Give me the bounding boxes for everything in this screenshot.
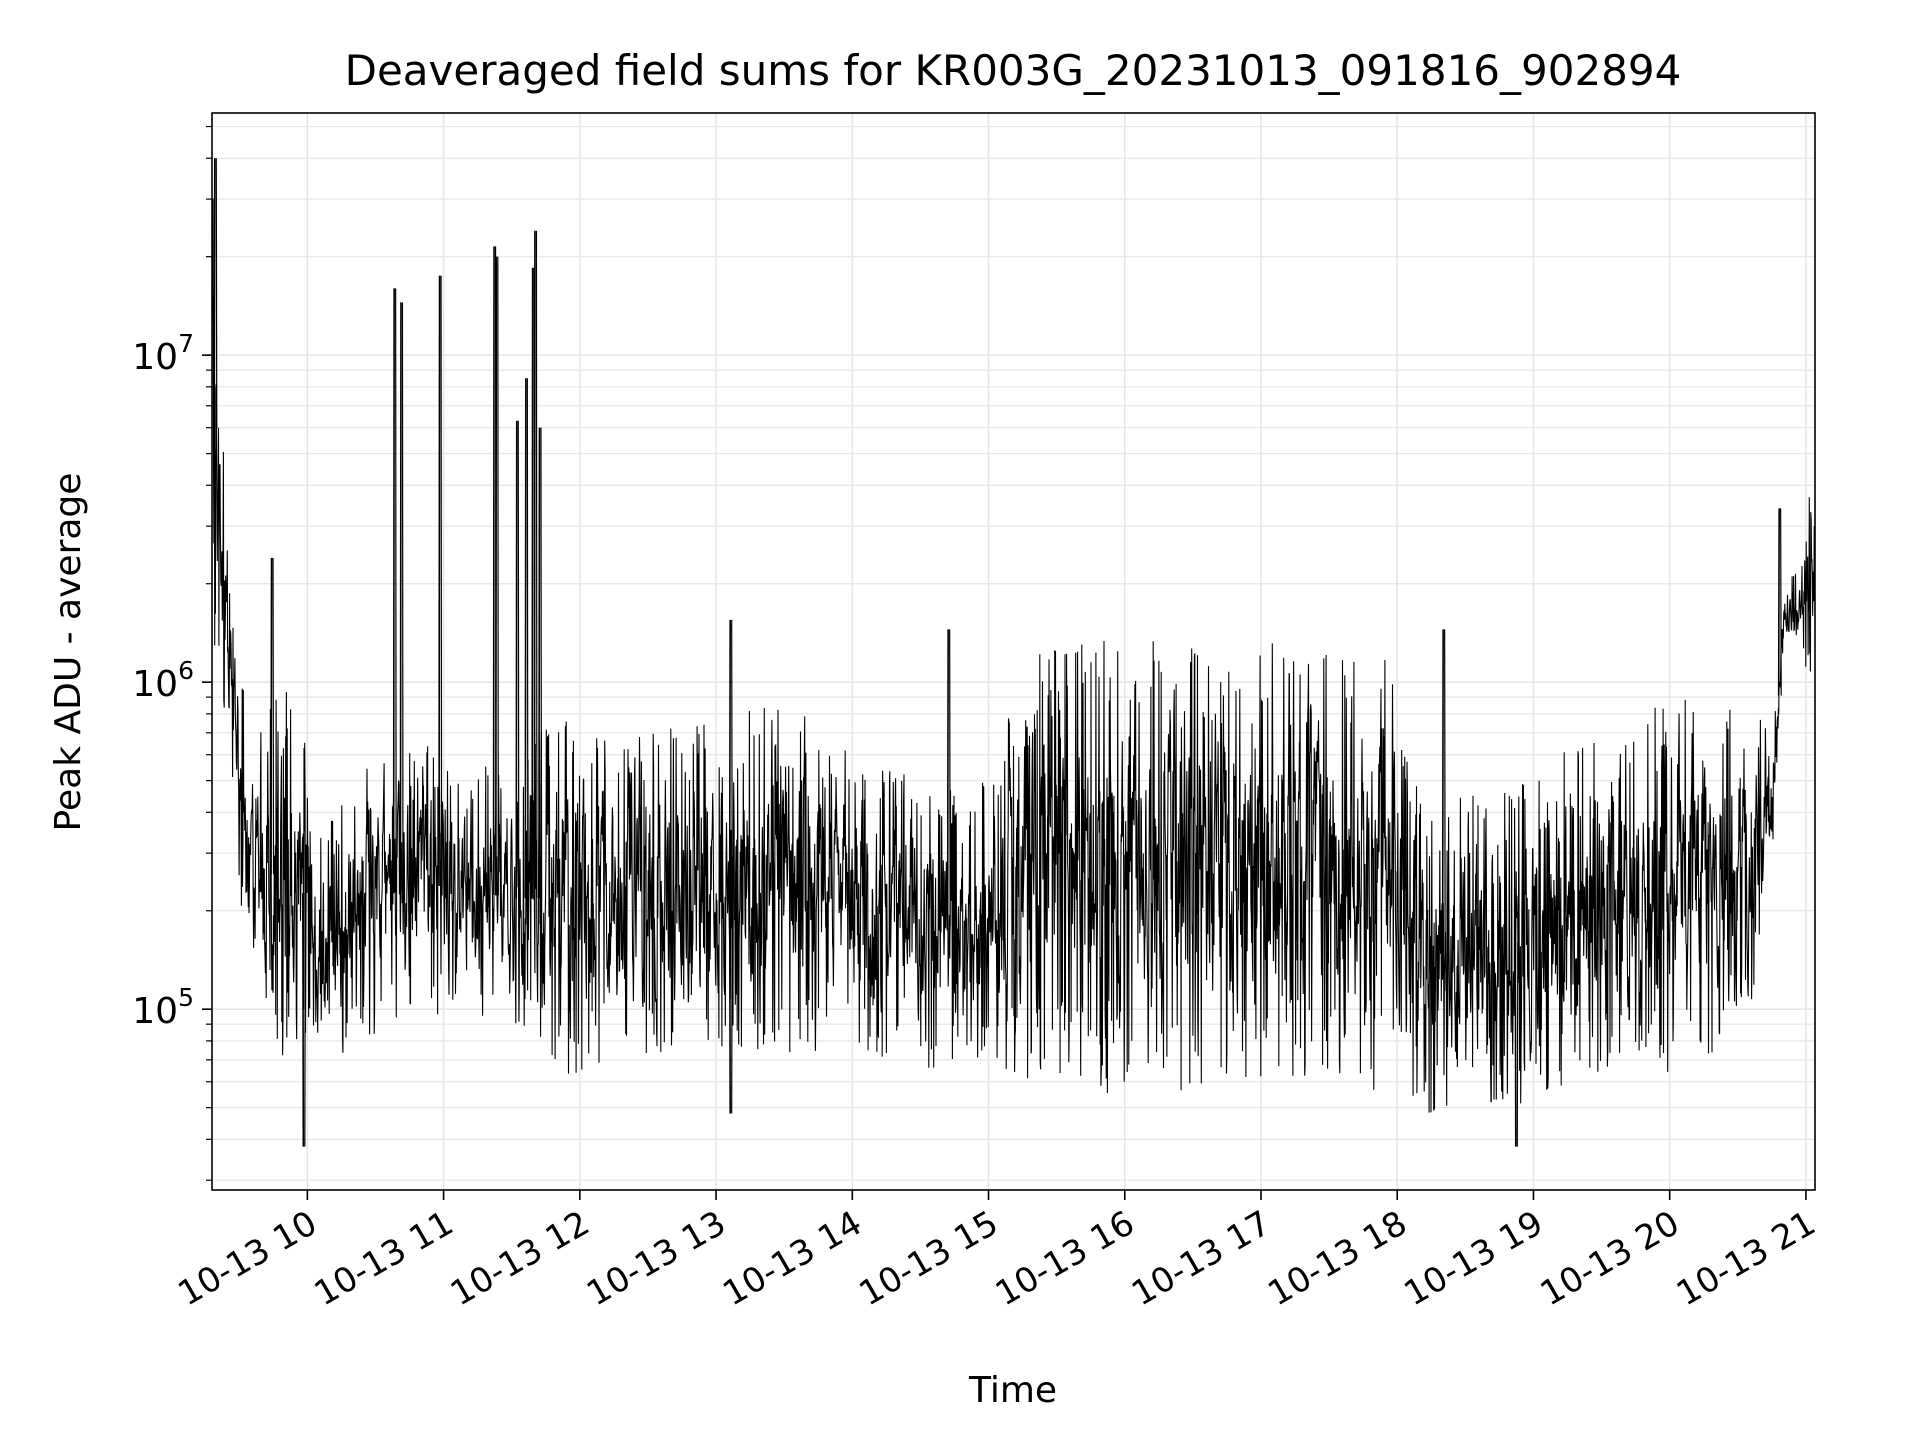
series-spike bbox=[399, 302, 402, 891]
y-tick-label: 105 bbox=[132, 983, 194, 1032]
series-spike bbox=[728, 882, 731, 1114]
series-spike bbox=[524, 378, 527, 899]
series-spike-return bbox=[526, 378, 529, 899]
series-spike-return bbox=[1780, 508, 1782, 696]
series-spike bbox=[533, 230, 536, 899]
series-spike bbox=[270, 557, 273, 875]
series-spike bbox=[302, 892, 305, 1147]
series-spike-return bbox=[535, 230, 538, 899]
series-spike-return bbox=[395, 288, 397, 893]
series-spike-return bbox=[497, 256, 499, 896]
series-spike-return bbox=[949, 629, 951, 927]
series-spike bbox=[492, 246, 495, 895]
plot-frame bbox=[211, 112, 1816, 1191]
series-spike-return bbox=[731, 882, 733, 1114]
series-spike bbox=[1514, 942, 1517, 1147]
series-spike bbox=[495, 256, 498, 896]
series-spike-return bbox=[401, 302, 404, 891]
series-spike bbox=[438, 275, 441, 887]
series-spike-return bbox=[440, 275, 443, 887]
series-spike bbox=[538, 427, 541, 898]
series-spike-return bbox=[731, 619, 733, 883]
series-spike bbox=[1777, 508, 1780, 696]
series-spike-return bbox=[1516, 942, 1519, 1147]
series-spike-return bbox=[272, 557, 275, 875]
series-spike-return bbox=[517, 420, 520, 899]
series-spike-return bbox=[540, 427, 543, 898]
chart-title: Deaveraged field sums for KR003G_2023101… bbox=[345, 46, 1682, 95]
series-spike bbox=[1441, 629, 1444, 955]
y-axis-label: Peak ADU - average bbox=[48, 473, 89, 832]
series-spike bbox=[213, 158, 216, 429]
series-spike bbox=[728, 619, 731, 883]
series-spike bbox=[515, 420, 518, 899]
series-line bbox=[212, 158, 1815, 1147]
series-spike bbox=[946, 629, 949, 927]
series-spike-return bbox=[304, 892, 306, 1147]
x-axis-label: Time bbox=[968, 1370, 1057, 1411]
series-spike bbox=[531, 267, 534, 899]
series-spike-return bbox=[1444, 629, 1446, 955]
series-spike bbox=[392, 288, 395, 893]
series-path bbox=[212, 198, 1815, 1113]
series-spike-return bbox=[215, 158, 218, 429]
